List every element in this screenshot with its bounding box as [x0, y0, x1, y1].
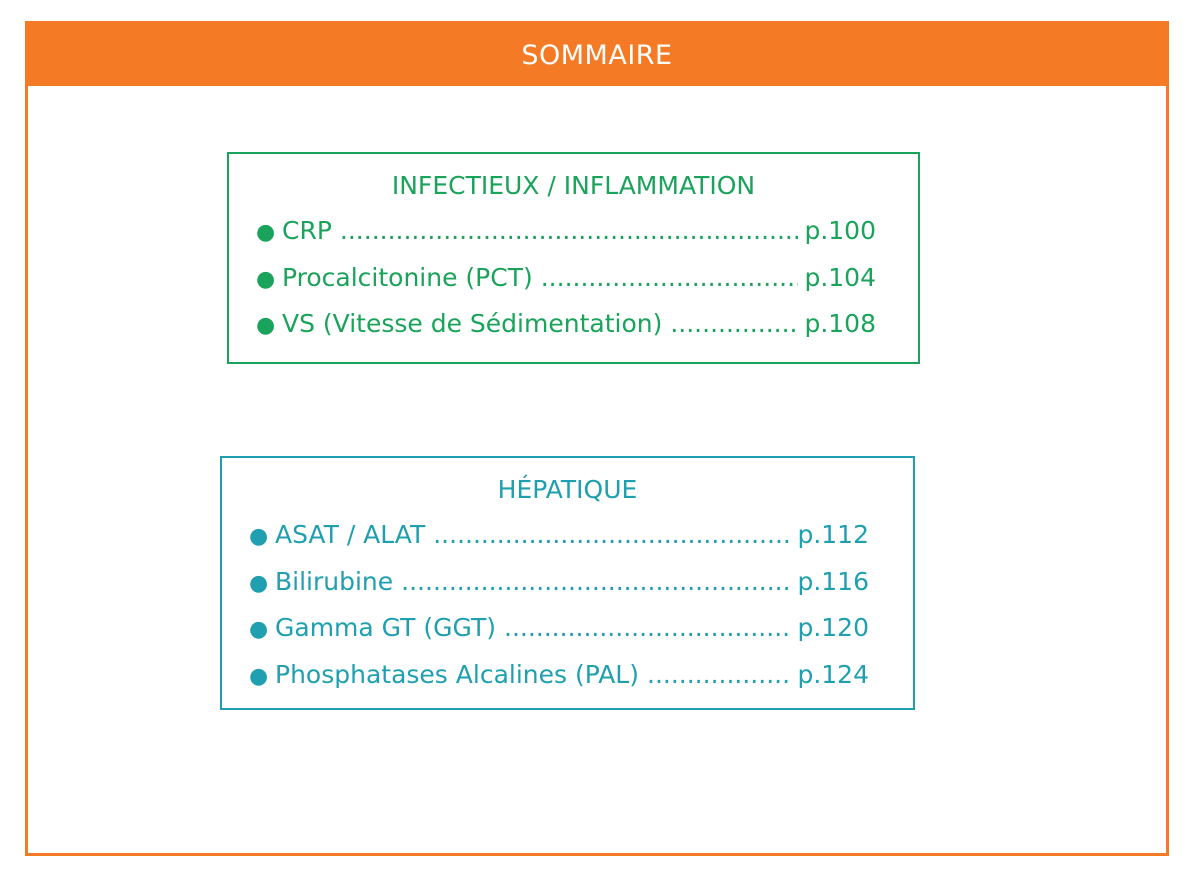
- bullet-icon: ●: [249, 524, 269, 549]
- bullet-icon: ●: [256, 313, 276, 338]
- toc-list: ● ASAT / ALAT p.112 ● Bilirubine p.116 ●…: [222, 513, 913, 699]
- toc-item-label: Phosphatases Alcalines (PAL): [275, 659, 639, 689]
- toc-item-page: p.112: [797, 520, 869, 549]
- leader-dots: [670, 302, 798, 347]
- toc-item-label: CRP: [282, 216, 332, 245]
- leader-dots: [401, 560, 791, 605]
- toc-item-page: p.120: [797, 613, 869, 642]
- summary-frame: SOMMAIRE: [25, 21, 1169, 856]
- toc-item-page: p.104: [804, 262, 876, 292]
- leader-dots: [647, 653, 791, 698]
- toc-item-page: p.124: [797, 659, 869, 689]
- bullet-icon: ●: [249, 570, 269, 596]
- toc-list: ● CRP p.100 ● Procalcitonine (PCT) p.104…: [229, 209, 918, 349]
- toc-item-bilirubine[interactable]: ● Bilirubine p.116: [249, 560, 869, 607]
- toc-item-label: Gamma GT (GGT): [275, 613, 496, 642]
- section-title: HÉPATIQUE: [497, 475, 638, 504]
- toc-item-label: Procalcitonine (PCT): [282, 262, 533, 292]
- toc-item-pct[interactable]: ● Procalcitonine (PCT) p.104: [256, 256, 876, 303]
- toc-item-page: p.116: [797, 566, 869, 596]
- leader-dots: [504, 606, 791, 651]
- toc-item-page: p.100: [804, 216, 876, 245]
- toc-item-label: ASAT / ALAT: [275, 520, 426, 549]
- summary-header: SOMMAIRE: [28, 24, 1166, 86]
- bullet-icon: ●: [256, 266, 276, 292]
- toc-item-page: p.108: [804, 309, 876, 338]
- toc-item-label: Bilirubine: [275, 566, 394, 596]
- toc-item-crp[interactable]: ● CRP p.100: [256, 209, 876, 256]
- section-infectieux-inflammation: INFECTIEUX / INFLAMMATION ● CRP p.100 ● …: [227, 152, 920, 364]
- toc-item-vs[interactable]: ● VS (Vitesse de Sédimentation) p.108: [256, 302, 876, 349]
- leader-dots: [340, 209, 799, 254]
- bullet-icon: ●: [256, 220, 276, 245]
- section-title: INFECTIEUX / INFLAMMATION: [391, 171, 756, 200]
- bullet-icon: ●: [249, 663, 269, 689]
- toc-item-ggt[interactable]: ● Gamma GT (GGT) p.120: [249, 606, 869, 653]
- section-hepatique: HÉPATIQUE ● ASAT / ALAT p.112 ● Bilirubi…: [220, 456, 915, 710]
- leader-dots: [433, 513, 791, 558]
- summary-title: SOMMAIRE: [521, 39, 673, 71]
- toc-item-pal[interactable]: ● Phosphatases Alcalines (PAL) p.124: [249, 653, 869, 700]
- toc-item-asat-alat[interactable]: ● ASAT / ALAT p.112: [249, 513, 869, 560]
- toc-item-label: VS (Vitesse de Sédimentation): [282, 309, 663, 338]
- bullet-icon: ●: [249, 617, 269, 642]
- leader-dots: [541, 256, 799, 301]
